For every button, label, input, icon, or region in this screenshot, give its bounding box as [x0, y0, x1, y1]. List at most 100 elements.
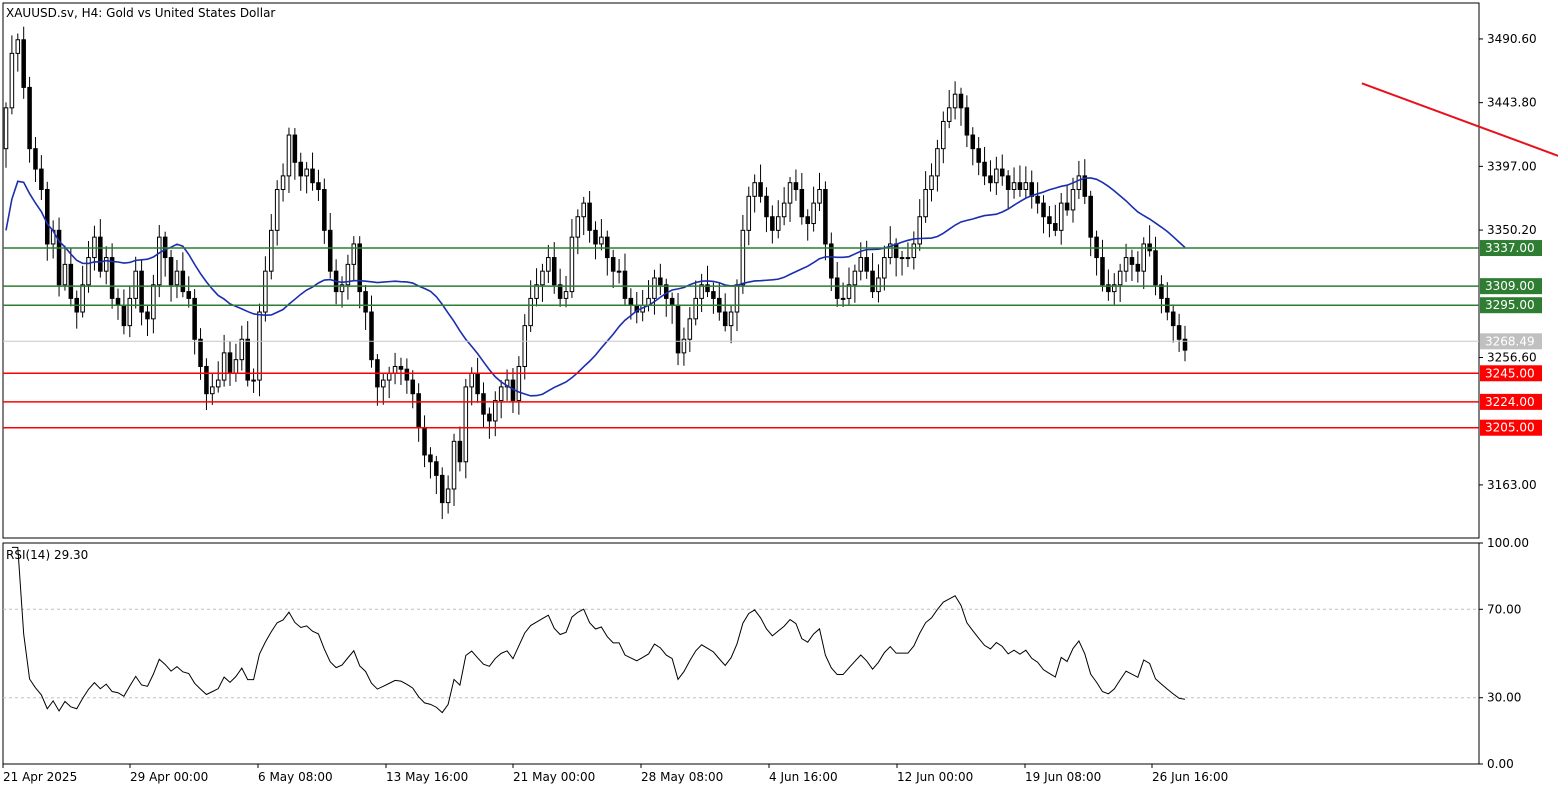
candle-up [286, 134, 292, 177]
symbol-title: XAUUSD.sv, H4: Gold vs United States Dol… [6, 6, 275, 20]
candle-down [610, 257, 616, 272]
price-levels: 3337.00 3309.00 3295.00 3245.00 3224.00 3205.… [3, 240, 1542, 436]
candle-down [823, 189, 828, 245]
candle-down [227, 352, 233, 374]
candle-up [493, 400, 498, 422]
candle-up [734, 284, 740, 313]
candle-up [127, 297, 133, 327]
candle-up [540, 270, 545, 286]
candle-up [345, 263, 351, 286]
rsi-polyline [11, 546, 1186, 714]
candle-down [557, 284, 563, 299]
candle-up [221, 352, 227, 381]
candle-up [86, 257, 91, 286]
candle-up [1117, 270, 1123, 286]
candle-down [180, 270, 186, 293]
candle-up [251, 379, 256, 382]
candle-down [1041, 202, 1046, 218]
candle-down [39, 168, 44, 191]
candle-down [893, 243, 899, 259]
candle-up [876, 277, 881, 293]
candle-down [475, 372, 480, 395]
candle-up [381, 379, 386, 388]
candle-up [569, 236, 575, 293]
candle-down [587, 202, 592, 231]
candle-up [504, 379, 510, 388]
candle-down [310, 168, 315, 184]
candle-down [322, 189, 327, 231]
candle-up [887, 243, 893, 259]
candle-up [652, 277, 657, 299]
rsi-axis: 100.00 70.00 30.00 0.00 [1479, 536, 1529, 771]
candle-up [911, 243, 917, 259]
candle-down [363, 291, 368, 313]
candle-down [139, 270, 144, 313]
candle-down [758, 182, 763, 197]
candle-down [722, 311, 728, 327]
current-price-tag [1480, 333, 1542, 350]
candle-up [528, 297, 533, 327]
candle-down [1135, 263, 1141, 272]
candle-up [1141, 243, 1147, 272]
candle-up [994, 168, 999, 184]
candle-up [280, 175, 286, 191]
candle-down [799, 189, 805, 218]
candle-down [457, 440, 463, 463]
candle-up [817, 189, 822, 204]
support-level-tag-label: 3245.00 [1485, 366, 1535, 380]
candle-down [834, 277, 840, 299]
candle-down [109, 257, 115, 299]
candle-up [1123, 257, 1129, 272]
resistance-trendline [1361, 82, 1558, 157]
time-tick-label: 13 May 16:00 [386, 770, 468, 784]
candle-up [392, 365, 398, 374]
candle-down [805, 216, 810, 225]
candle-down [675, 304, 681, 354]
candle-up [263, 270, 268, 313]
candle-up [882, 257, 887, 279]
candle-down [622, 270, 628, 299]
candle-up [616, 270, 622, 273]
candle-down [168, 257, 174, 286]
candle-up [210, 386, 215, 395]
support-level-tag-label: 3205.00 [1485, 421, 1535, 435]
candle-down [770, 216, 775, 231]
candle-down [33, 148, 38, 170]
rsi-tick-label: 30.00 [1487, 691, 1521, 705]
candle-down [864, 257, 869, 272]
candle-down [204, 365, 209, 395]
time-tick-label: 26 Jun 16:00 [1152, 770, 1228, 784]
candle-down [705, 284, 710, 293]
candle-up [941, 120, 946, 150]
candle-down [56, 229, 62, 286]
candle-up [80, 284, 85, 313]
resistance-level-tag-label: 3295.00 [1485, 298, 1535, 312]
candle-down [970, 134, 976, 150]
candle-down [628, 297, 634, 306]
candle-down [21, 39, 26, 88]
candle-up [239, 338, 245, 361]
candle-up [581, 202, 586, 218]
candle-down [121, 304, 127, 327]
resistance-level-tag [1480, 297, 1542, 314]
candle-up [575, 216, 581, 238]
candle-down [115, 297, 121, 306]
candle-down [1153, 250, 1158, 286]
candle-up [728, 311, 734, 327]
candle-up [304, 168, 309, 177]
resistance-level-tag-label: 3309.00 [1485, 279, 1535, 293]
candle-down [1088, 195, 1093, 238]
support-level-tag [1480, 419, 1542, 436]
candle-down [1035, 195, 1040, 204]
candle-up [103, 257, 109, 272]
candle-up [469, 372, 474, 388]
candle-down [1005, 175, 1011, 191]
candle-down [1159, 284, 1164, 299]
candle-up [935, 148, 940, 177]
candle-up [746, 195, 752, 231]
candle-down [327, 229, 333, 272]
resistance-level-tag [1480, 240, 1542, 257]
candle-up [174, 270, 180, 286]
candle-up [269, 229, 274, 272]
